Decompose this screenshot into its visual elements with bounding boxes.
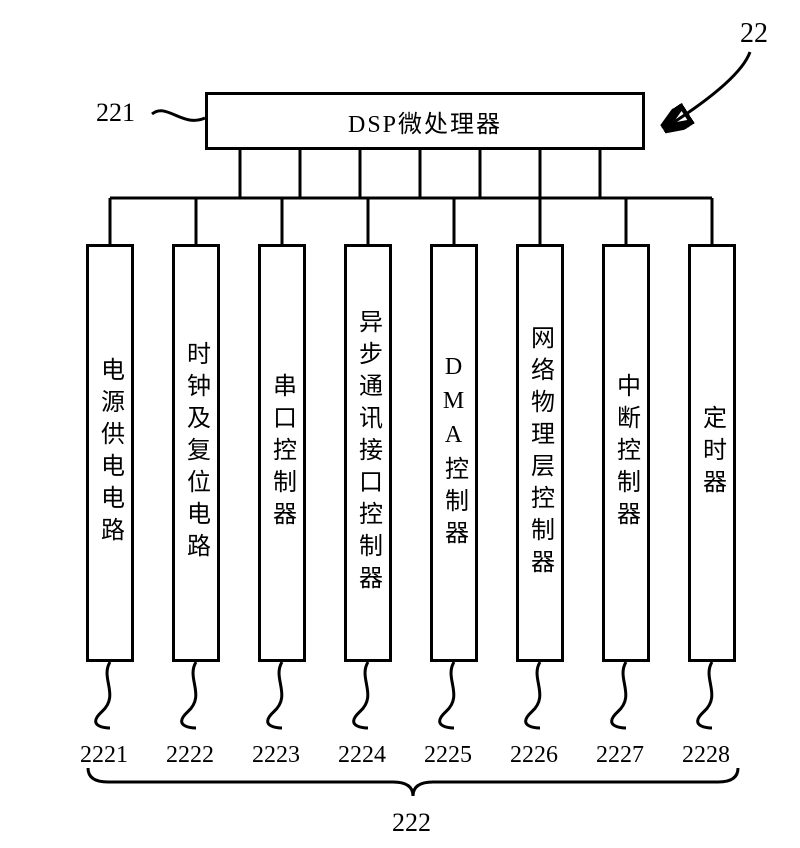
dsp-microprocessor-block: DSP微处理器 bbox=[205, 92, 645, 150]
module-id-label: 2227 bbox=[596, 742, 644, 769]
dsp-block-label: DSP微处理器 bbox=[348, 104, 502, 139]
module-label: DMA控制器 bbox=[437, 354, 472, 552]
module-id-label: 2224 bbox=[338, 742, 386, 769]
module-label: 中断控制器 bbox=[609, 373, 644, 533]
module-2225: DMA控制器 bbox=[430, 244, 478, 662]
module-2228: 定时器 bbox=[688, 244, 736, 662]
module-2221: 电源供电电路 bbox=[86, 244, 134, 662]
module-2224: 异步通讯接口控制器 bbox=[344, 244, 392, 662]
module-id-label: 2226 bbox=[510, 742, 558, 769]
module-2226: 网络物理层控制器 bbox=[516, 244, 564, 662]
module-2227: 中断控制器 bbox=[602, 244, 650, 662]
module-label: 时钟及复位电路 bbox=[179, 341, 214, 565]
group-222-label: 222 bbox=[392, 808, 431, 838]
module-id-label: 2222 bbox=[166, 742, 214, 769]
module-id-label: 2225 bbox=[424, 742, 472, 769]
module-label: 串口控制器 bbox=[265, 373, 300, 533]
module-id-label: 2221 bbox=[80, 742, 128, 769]
dsp-block-diagram: DSP微处理器 电源供电电路 时钟及复位电路 串口控制器 异步通讯接口控制器 DMA控制… bbox=[0, 0, 800, 848]
module-id-label: 2228 bbox=[682, 742, 730, 769]
module-label: 网络物理层控制器 bbox=[523, 325, 558, 581]
module-2223: 串口控制器 bbox=[258, 244, 306, 662]
ref-22-label: 22 bbox=[740, 18, 768, 50]
module-id-label: 2223 bbox=[252, 742, 300, 769]
module-label: 异步通讯接口控制器 bbox=[351, 309, 386, 597]
module-2222: 时钟及复位电路 bbox=[172, 244, 220, 662]
module-label: 电源供电电路 bbox=[93, 357, 128, 549]
ref-221-label: 221 bbox=[96, 98, 135, 128]
module-label: 定时器 bbox=[695, 405, 730, 501]
